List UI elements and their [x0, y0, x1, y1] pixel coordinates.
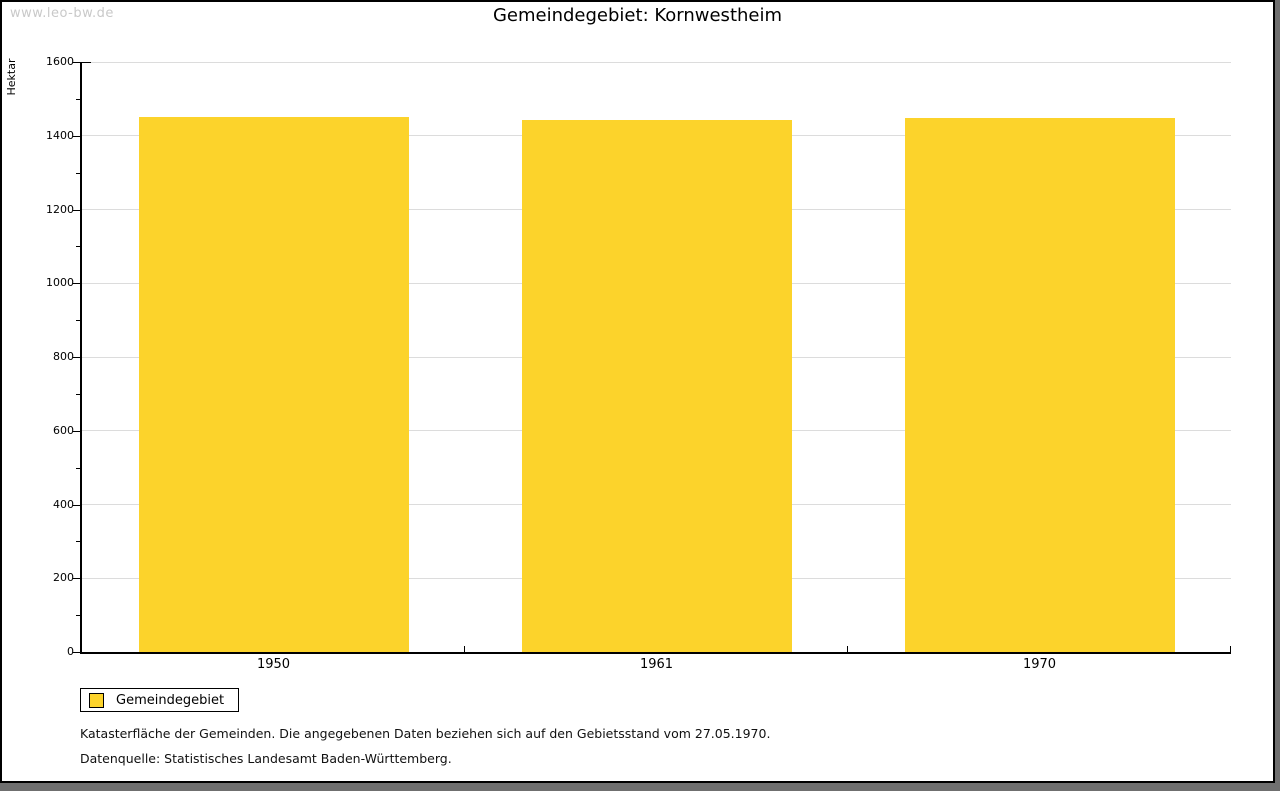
y-major-tick — [73, 283, 80, 285]
footnote-line-2: Datenquelle: Statistisches Landesamt Bad… — [80, 751, 452, 766]
y-major-tick — [73, 504, 80, 506]
y-major-tick — [73, 209, 80, 211]
x-tick-label: 1970 — [1022, 657, 1057, 672]
y-major-tick — [73, 62, 80, 63]
y-major-tick — [73, 430, 80, 432]
y-major-tick — [73, 357, 80, 358]
y-tick-label: 1400 — [46, 128, 74, 142]
y-minor-tick — [76, 320, 80, 322]
y-minor-tick — [76, 393, 80, 395]
y-tick-label: 1200 — [46, 202, 74, 216]
chart-title: Gemeindegebiet: Kornwestheim — [492, 5, 783, 26]
legend-swatch — [89, 692, 104, 708]
y-tick-label: 1000 — [46, 276, 74, 290]
watermark: www.leo-bw.de — [10, 6, 114, 21]
footnote-line-1: Katasterfläche der Gemeinden. Die angege… — [80, 726, 771, 741]
y-minor-tick — [76, 467, 80, 469]
y-minor-tick — [76, 246, 80, 248]
x-boundary-tick — [847, 646, 848, 652]
x-axis-line — [80, 652, 1231, 654]
y-tick-label: 0 — [67, 645, 74, 658]
y-tick-label: 1600 — [46, 55, 74, 68]
y-minor-tick — [76, 172, 80, 174]
x-tick-label: 1950 — [256, 657, 291, 672]
x-tick-label: 1961 — [639, 657, 674, 672]
bar-1970 — [904, 118, 1175, 652]
bar-1961 — [521, 119, 792, 652]
y-tick-label: 200 — [53, 571, 74, 585]
y-tick-label: 400 — [53, 497, 74, 511]
y-major-tick — [73, 578, 80, 580]
y-minor-tick — [76, 98, 80, 100]
x-boundary-tick — [1230, 646, 1231, 652]
y-major-tick — [73, 135, 80, 137]
y-tick-label: 600 — [53, 423, 74, 437]
y-tick-label: 800 — [53, 350, 74, 363]
gridline — [82, 61, 1231, 63]
legend-label: Gemeindegebiet — [116, 692, 225, 708]
y-minor-tick — [76, 615, 80, 617]
bar-1950 — [138, 116, 409, 652]
y-minor-tick — [76, 541, 80, 543]
legend: Gemeindegebiet — [80, 688, 240, 712]
y-axis-top-cap — [82, 62, 91, 63]
y-major-tick — [73, 652, 80, 653]
y-axis-line — [80, 62, 82, 654]
x-boundary-tick — [464, 646, 465, 652]
